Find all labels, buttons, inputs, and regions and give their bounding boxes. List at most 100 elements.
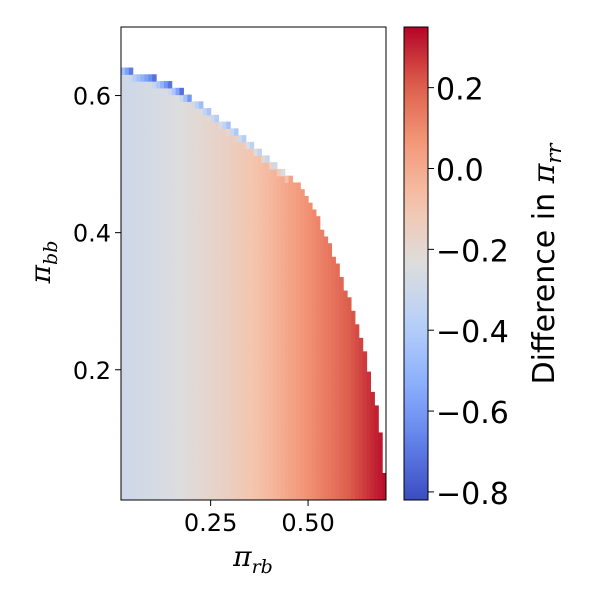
heatmap-cell <box>195 472 200 481</box>
heatmap-cell <box>237 439 243 447</box>
heatmap-cell <box>144 472 149 481</box>
heatmap-cell <box>132 459 138 467</box>
heatmap-cell <box>280 459 286 467</box>
heatmap-cell <box>237 331 243 339</box>
heatmap-cell <box>210 405 216 413</box>
colorbar-tick-label: −0.6 <box>436 396 509 431</box>
heatmap-cell <box>121 229 126 238</box>
heatmap-cell <box>230 331 235 339</box>
heatmap-cell <box>261 283 266 292</box>
heatmap-cell <box>362 364 368 373</box>
heatmap-cell <box>378 472 383 481</box>
heatmap-cell <box>370 439 375 447</box>
heatmap-cell <box>195 418 200 427</box>
heatmap-cell <box>304 439 309 447</box>
heatmap-cell <box>152 222 157 231</box>
heatmap-cell <box>159 121 165 129</box>
heatmap-cell <box>183 290 188 298</box>
heatmap-cell <box>183 317 188 325</box>
heatmap-cell <box>354 391 360 400</box>
heatmap-cell <box>292 398 297 406</box>
y-tick-label: 0.2 <box>73 357 111 385</box>
heatmap-cell <box>245 439 251 447</box>
heatmap-cell <box>152 445 157 454</box>
heatmap-cell <box>230 317 235 325</box>
heatmap-cell <box>245 425 251 434</box>
heatmap-cell <box>163 425 169 434</box>
heatmap-cell <box>276 472 282 481</box>
heatmap-cell <box>226 290 231 298</box>
heatmap-cell <box>144 222 149 231</box>
heatmap-cell <box>183 493 188 500</box>
heatmap-cell <box>175 493 181 500</box>
heatmap-cell <box>304 371 309 379</box>
heatmap-cell <box>121 175 126 184</box>
heatmap-cell <box>331 304 336 312</box>
heatmap-cell <box>354 337 360 346</box>
heatmap-cell <box>198 452 204 461</box>
heatmap-cell <box>315 229 321 238</box>
heatmap-cell <box>191 331 196 339</box>
heatmap-cell <box>159 493 165 500</box>
heatmap-cell <box>132 479 138 488</box>
heatmap-cell <box>163 141 169 150</box>
heatmap-cell <box>128 175 134 184</box>
heatmap-cell <box>195 101 200 109</box>
heatmap-cell <box>265 209 270 217</box>
heatmap-cell <box>179 94 184 102</box>
heatmap-cell <box>171 317 177 325</box>
heatmap-cell <box>222 216 227 224</box>
heatmap-cell <box>292 216 297 224</box>
heatmap-cell <box>121 304 126 312</box>
heatmap-cell <box>292 391 297 400</box>
heatmap-cell <box>327 418 333 427</box>
heatmap-cell <box>347 371 352 379</box>
heatmap-cell <box>331 391 336 400</box>
heatmap-cell <box>269 391 274 400</box>
heatmap-cell <box>315 290 321 298</box>
heatmap-cell <box>163 87 169 96</box>
heatmap-cell <box>304 412 309 420</box>
heatmap-cell <box>222 304 227 312</box>
heatmap-cell <box>292 249 297 258</box>
heatmap-cell <box>354 371 360 379</box>
heatmap-cell <box>292 229 297 238</box>
heatmap-cell <box>214 317 220 325</box>
heatmap-cell <box>230 344 235 352</box>
heatmap-cell <box>343 493 348 500</box>
heatmap-cell <box>226 162 231 170</box>
heatmap-cell <box>218 493 223 500</box>
heatmap-cell <box>347 412 352 420</box>
heatmap-cell <box>206 459 212 467</box>
heatmap-cell <box>140 412 145 420</box>
heatmap-cell <box>198 128 204 136</box>
heatmap-cell <box>308 277 313 285</box>
heatmap-cell <box>265 337 270 346</box>
heatmap-cell <box>124 310 130 319</box>
heatmap-cell <box>167 175 173 184</box>
heatmap-cell <box>156 304 161 312</box>
heatmap-cell <box>292 479 297 488</box>
heatmap-cell <box>148 114 153 123</box>
heatmap-cell <box>152 209 157 217</box>
heatmap-cell <box>249 351 255 359</box>
heatmap-cell <box>370 432 375 440</box>
heatmap-cell <box>230 297 235 305</box>
heatmap-cell <box>226 182 231 190</box>
heatmap-cell <box>187 364 192 373</box>
heatmap-cell <box>222 398 227 406</box>
heatmap-cell <box>292 493 297 500</box>
heatmap-cell <box>280 229 286 238</box>
heatmap-cell <box>308 270 313 278</box>
heatmap-cell <box>124 445 130 454</box>
heatmap-cell <box>237 344 243 352</box>
heatmap-cell <box>311 439 317 447</box>
heatmap-cell <box>159 479 165 488</box>
heatmap-cell <box>132 182 138 190</box>
heatmap-cell <box>300 412 305 420</box>
heatmap-cell <box>269 195 274 204</box>
heatmap-cell <box>195 182 200 190</box>
heatmap-cell <box>292 472 297 481</box>
heatmap-cell <box>210 290 216 298</box>
heatmap-cell <box>374 439 379 447</box>
